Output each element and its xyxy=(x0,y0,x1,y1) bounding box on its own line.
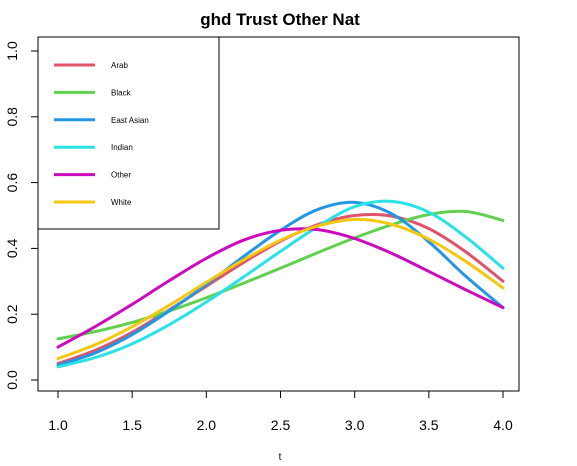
legend-label-east-asian: East Asian xyxy=(111,116,149,125)
x-tick-label: 4.0 xyxy=(493,417,513,433)
legend-label-white: White xyxy=(111,198,132,207)
legend-label-arab: Arab xyxy=(111,61,128,70)
series-line-other xyxy=(56,227,505,349)
x-axis: 1.0 1.5 2.0 2.5 3.0 3.5 4.0 xyxy=(48,390,513,433)
legend-box xyxy=(37,36,220,230)
series-line-black xyxy=(56,209,505,341)
x-tick-label: 3.0 xyxy=(345,417,365,433)
x-tick-label: 1.0 xyxy=(48,417,68,433)
legend-label-indian: Indian xyxy=(111,143,133,152)
x-tick-label: 3.5 xyxy=(419,417,439,433)
y-axis: 0.0 0.2 0.4 0.6 0.8 1.0 xyxy=(4,41,39,390)
y-tick-label: 0.6 xyxy=(4,173,20,193)
x-axis-label: t xyxy=(279,452,282,461)
chart-title: ghd Trust Other Nat xyxy=(200,10,360,29)
y-tick-label: 0.0 xyxy=(4,370,20,390)
y-tick-label: 0.4 xyxy=(4,238,20,258)
x-tick-label: 2.5 xyxy=(271,417,291,433)
y-tick-label: 0.8 xyxy=(4,107,20,127)
legend: Arab Black East Asian Indian Other White xyxy=(37,36,220,230)
series-layer xyxy=(56,199,505,369)
y-tick-label: 0.2 xyxy=(4,304,20,324)
series-line-white xyxy=(56,217,505,361)
y-tick-label: 1.0 xyxy=(4,41,20,61)
legend-label-other: Other xyxy=(111,171,131,180)
series-line-arab xyxy=(56,212,505,366)
x-tick-label: 2.0 xyxy=(197,417,217,433)
x-tick-label: 1.5 xyxy=(122,417,142,433)
legend-label-black: Black xyxy=(111,88,132,97)
series-line-indian xyxy=(56,199,505,369)
